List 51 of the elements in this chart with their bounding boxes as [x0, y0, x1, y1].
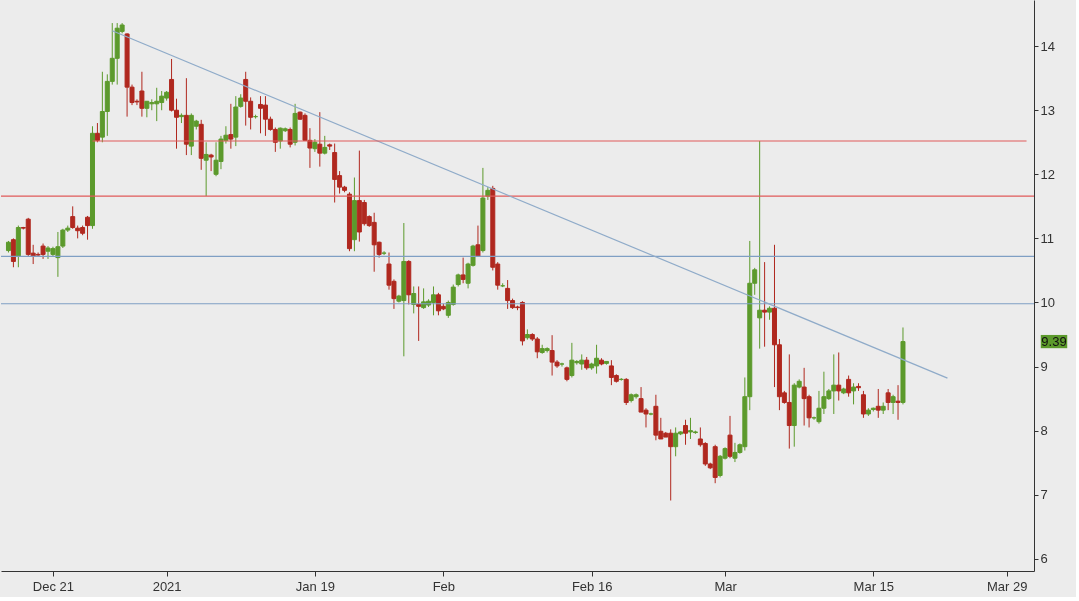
y-tick-label: 11	[1040, 230, 1054, 246]
x-tick-label: Mar	[714, 578, 738, 594]
candlestick	[885, 388, 891, 411]
candlestick	[727, 415, 733, 459]
y-tick-label: 7	[1040, 487, 1048, 503]
candlestick	[534, 336, 540, 359]
candlestick	[757, 140, 763, 350]
candlestick	[890, 394, 896, 415]
candlestick	[45, 245, 51, 260]
candlestick	[475, 225, 481, 257]
candlestick	[243, 71, 249, 127]
y-tick-label: 12	[1040, 166, 1055, 182]
candlestick	[673, 426, 679, 457]
candlestick	[381, 250, 387, 256]
candlestick	[317, 111, 323, 168]
candlestick	[10, 237, 16, 268]
candlestick	[228, 103, 234, 150]
candlestick	[70, 205, 76, 230]
candlestick	[505, 279, 511, 310]
x-tick-label: Feb 16	[571, 578, 613, 594]
candlestick	[633, 392, 639, 400]
candlestick	[762, 261, 768, 348]
y-tick-label: 6	[1040, 551, 1048, 567]
y-tick-label: 10	[1040, 294, 1055, 310]
candlestick	[860, 390, 866, 419]
y-tick-label: 8	[1040, 423, 1048, 439]
candlestick	[895, 384, 901, 421]
candlestick	[836, 351, 842, 402]
candlestick	[85, 215, 91, 241]
candlestick	[875, 388, 881, 419]
text: 9.39	[1041, 333, 1067, 349]
candlestick	[623, 377, 629, 406]
candlestick	[203, 141, 209, 197]
x-tick-label: Jan 19	[295, 578, 335, 594]
x-tick-label: Mar 29	[987, 578, 1028, 594]
candlestick	[460, 257, 466, 284]
y-tick-label: 14	[1040, 38, 1055, 54]
candlestick	[786, 353, 792, 450]
candlestick	[569, 342, 575, 378]
candlestick	[416, 285, 422, 342]
x-tick-label: Mar 15	[853, 578, 895, 594]
candlestick	[411, 285, 417, 314]
candlestick	[846, 375, 852, 398]
candlestick	[559, 362, 565, 368]
x-tick-label: Dec 21	[32, 578, 75, 594]
candlestick	[208, 153, 214, 172]
y-tick-label: 13	[1040, 102, 1055, 118]
x-tick-label: Feb	[432, 578, 456, 594]
candlestick	[258, 95, 264, 134]
y-tick-label: 9	[1040, 359, 1048, 375]
x-tick-label: 2021	[152, 578, 182, 594]
